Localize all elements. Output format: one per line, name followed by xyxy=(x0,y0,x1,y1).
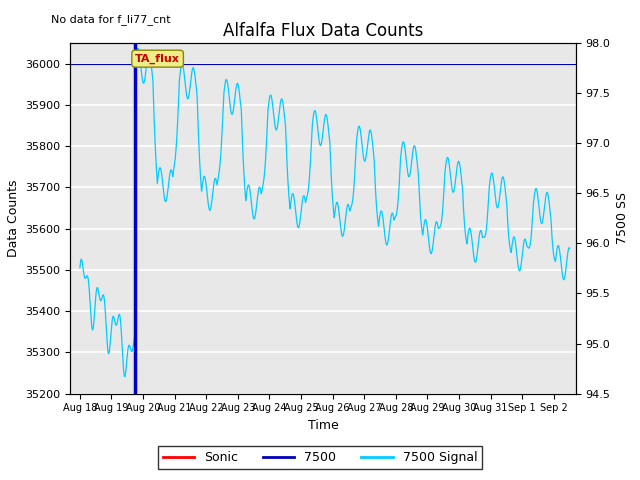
Y-axis label: 7500 SS: 7500 SS xyxy=(616,192,629,244)
Title: Alfalfa Flux Data Counts: Alfalfa Flux Data Counts xyxy=(223,22,424,40)
Legend: Sonic, 7500, 7500 Signal: Sonic, 7500, 7500 Signal xyxy=(158,446,482,469)
Text: No data for f_li77_cnt: No data for f_li77_cnt xyxy=(51,14,171,25)
Y-axis label: Data Counts: Data Counts xyxy=(7,180,20,257)
Text: TA_flux: TA_flux xyxy=(135,54,180,64)
X-axis label: Time: Time xyxy=(308,419,339,432)
